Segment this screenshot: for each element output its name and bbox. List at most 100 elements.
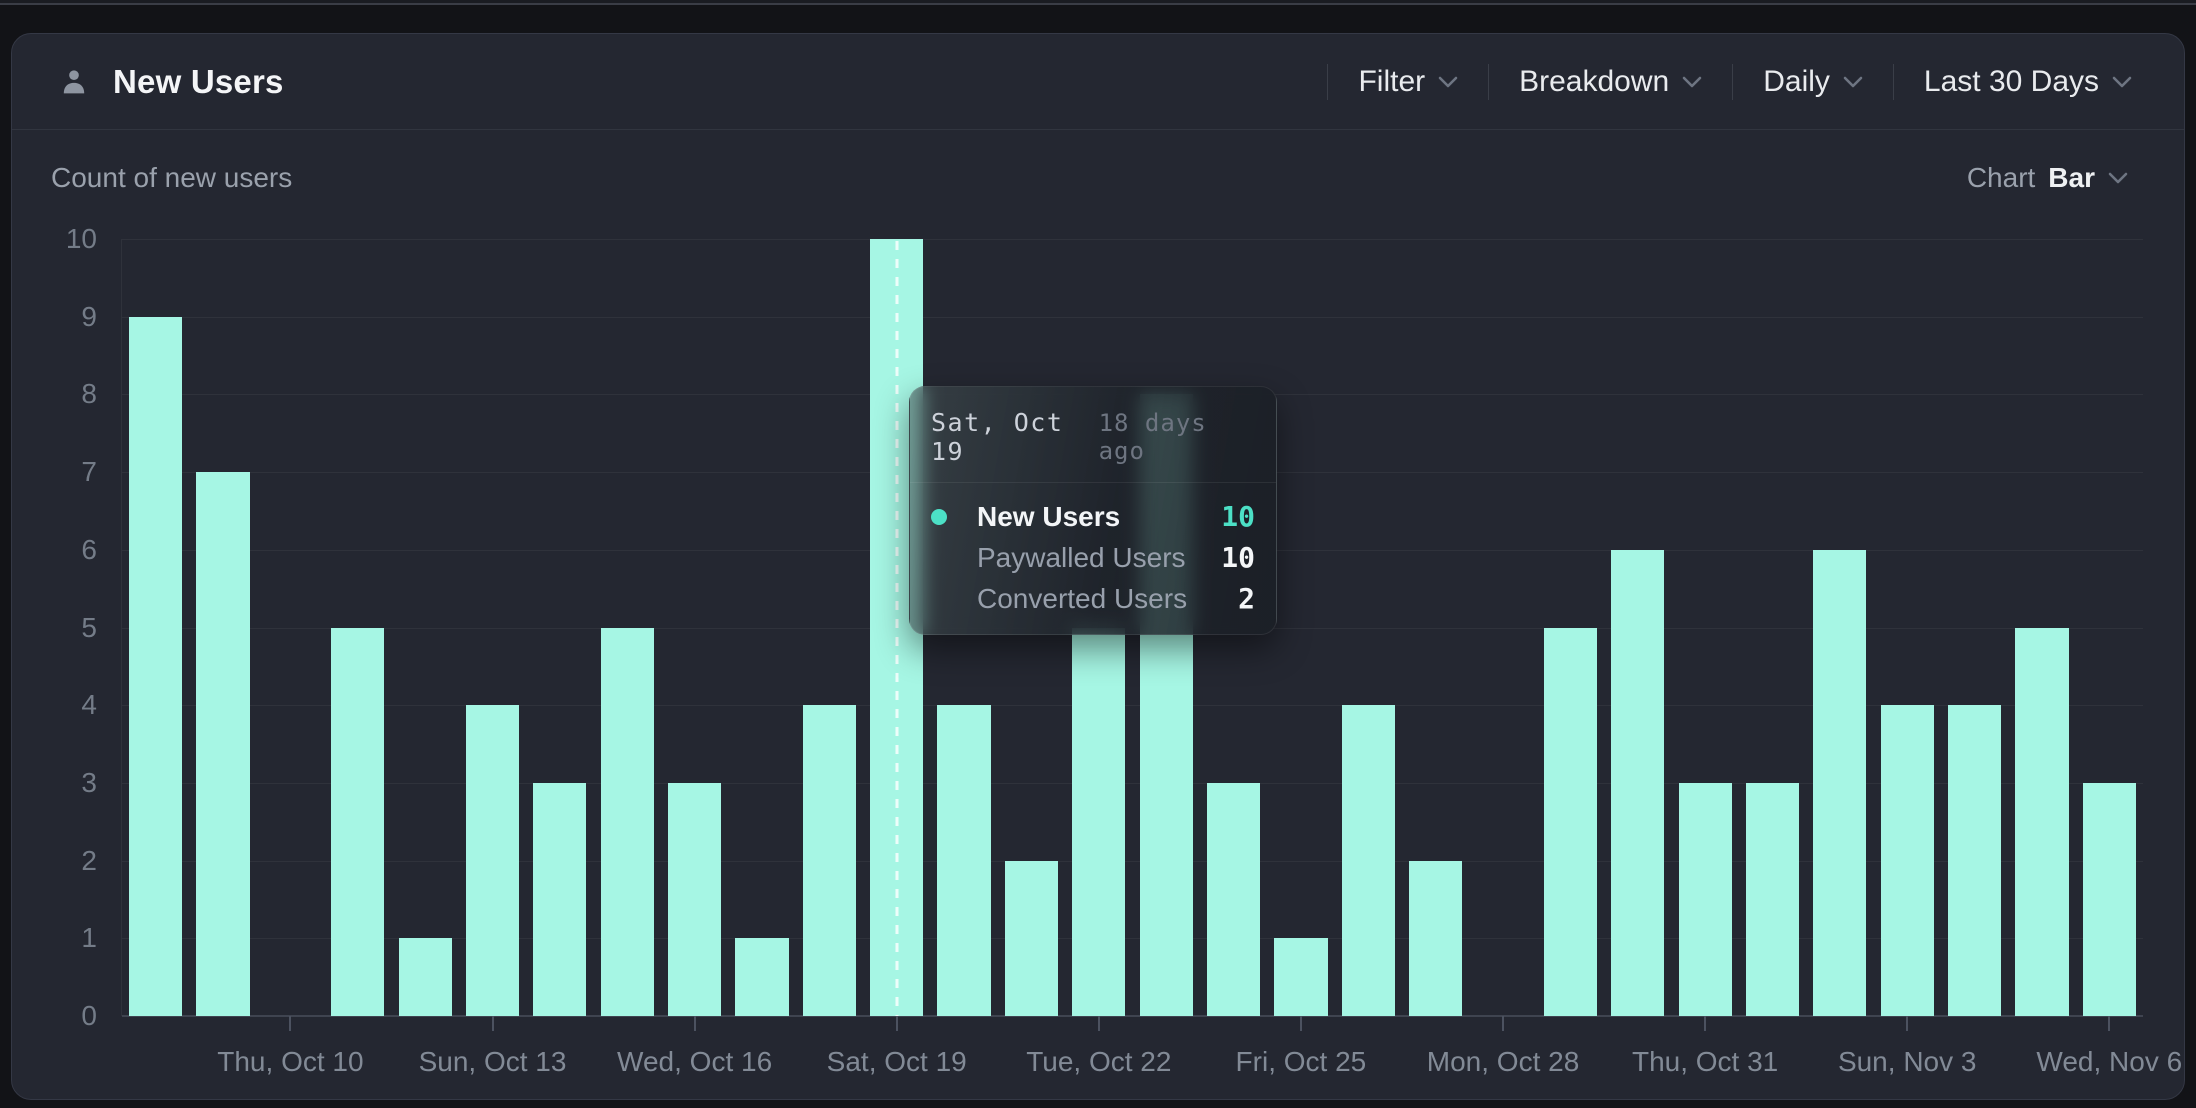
bar-oct-24[interactable] — [1206, 782, 1261, 1016]
y-axis-label: 3 — [81, 766, 97, 798]
hover-tooltip: Sat, Oct 19 18 days ago New Users 10 Pay… — [909, 386, 1277, 635]
bar-oct-26[interactable] — [1341, 705, 1395, 1016]
bar-oct-13[interactable] — [465, 705, 520, 1016]
x-axis-label: Sun, Nov 3 — [1837, 1046, 1977, 1077]
bar-oct-20[interactable] — [937, 705, 991, 1016]
bar-oct-21[interactable] — [1004, 860, 1059, 1016]
y-axis-label: 4 — [81, 689, 97, 721]
tooltip-row-label: Converted Users — [977, 582, 1188, 614]
filter-dropdown[interactable]: Filter — [1358, 65, 1458, 99]
bar-oct-15[interactable] — [600, 627, 654, 1016]
control-divider — [1732, 63, 1734, 100]
chevron-down-icon — [1682, 76, 1702, 87]
gridline — [122, 239, 2143, 240]
series-dot-spacer — [931, 591, 947, 607]
tooltip-header: Sat, Oct 19 18 days ago — [910, 387, 1276, 483]
tooltip-row-value: 10 — [1221, 500, 1255, 533]
x-axis-tick — [491, 1016, 494, 1031]
y-axis-label: 6 — [81, 533, 97, 565]
chart-type-value: Bar — [2048, 162, 2095, 193]
new-users-widget-card: New Users Filter Breakdown Daily Last 30… — [11, 33, 2185, 1100]
tooltip-row-new-users: New Users 10 — [931, 496, 1255, 537]
header-controls: Filter Breakdown Daily Last 30 Days — [1297, 63, 2132, 100]
bar-oct-16[interactable] — [668, 782, 722, 1016]
window-top-strip — [0, 0, 2196, 3]
x-axis-label: Fri, Oct 25 — [1235, 1046, 1367, 1077]
tooltip-rows: New Users 10 Paywalled Users 10 Converte… — [910, 483, 1276, 634]
x-axis-tick — [1906, 1016, 1909, 1031]
bar-oct-25[interactable] — [1274, 938, 1328, 1016]
x-axis-tick — [1502, 1016, 1505, 1031]
chevron-down-icon — [1438, 76, 1458, 87]
chevron-down-icon — [1843, 76, 1863, 87]
tooltip-row-converted-users: Converted Users 2 — [931, 578, 1255, 619]
gridline — [122, 316, 2143, 318]
tooltip-row-value: 2 — [1238, 582, 1255, 615]
date-range-dropdown[interactable]: Last 30 Days — [1924, 65, 2132, 99]
tooltip-row-paywalled-users: Paywalled Users 10 — [931, 537, 1255, 578]
x-axis-tick — [895, 1016, 898, 1031]
bar-oct-29[interactable] — [1543, 627, 1597, 1016]
gridline — [122, 705, 2143, 707]
bar-oct-11[interactable] — [331, 627, 385, 1016]
bar-oct-27[interactable] — [1409, 860, 1463, 1016]
granularity-dropdown[interactable]: Daily — [1763, 65, 1863, 99]
x-axis-label: Thu, Oct 10 — [217, 1046, 364, 1077]
x-axis-label: Wed, Oct 16 — [617, 1046, 773, 1077]
chart-type-label: Chart — [1966, 162, 2036, 193]
breakdown-dropdown[interactable]: Breakdown — [1519, 65, 1702, 99]
gridline — [122, 938, 2143, 940]
x-axis-tick — [2108, 1016, 2111, 1031]
gridline — [122, 860, 2143, 862]
bar-nov-4[interactable] — [1947, 705, 2002, 1016]
bar-oct-14[interactable] — [533, 782, 587, 1016]
y-axis-label: 2 — [81, 844, 97, 876]
bar-oct-8[interactable] — [129, 316, 183, 1016]
breakdown-dropdown-label: Breakdown — [1519, 64, 1670, 98]
bar-oct-18[interactable] — [802, 705, 856, 1016]
bar-oct-31[interactable] — [1678, 782, 1732, 1016]
bar-nov-6[interactable] — [2082, 782, 2136, 1016]
bar-nov-1[interactable] — [1745, 782, 1800, 1016]
date-range-dropdown-label: Last 30 Days — [1923, 64, 2099, 98]
series-dot-icon — [931, 508, 947, 525]
window-top-divider — [0, 3, 2196, 5]
bar-oct-22[interactable] — [1072, 627, 1126, 1016]
x-axis-tick — [1299, 1016, 1302, 1031]
bar-nov-3[interactable] — [1880, 705, 1934, 1016]
bar-oct-12[interactable] — [398, 938, 452, 1016]
y-axis-label: 5 — [81, 611, 97, 643]
chart-region: 0 1 2 3 4 5 6 7 8 9 10 Thu, Oct 10 Sun, Oct 13 Wed, O… — [12, 212, 2184, 1099]
chart-header-row: Count of new users Chart Bar — [12, 130, 2184, 212]
control-divider — [1488, 63, 1490, 100]
control-divider — [1892, 63, 1894, 100]
y-axis-label: 0 — [81, 1000, 97, 1031]
chart-subtitle: Count of new users — [51, 162, 293, 193]
bar-oct-30[interactable] — [1611, 549, 1665, 1016]
widget-title: New Users — [113, 62, 284, 100]
chart-type-dropdown[interactable]: Chart Bar — [1967, 162, 2128, 194]
tooltip-row-label: New Users — [977, 500, 1121, 532]
x-axis-label: Thu, Oct 31 — [1631, 1046, 1779, 1077]
control-divider — [1327, 63, 1329, 100]
filter-dropdown-label: Filter — [1358, 64, 1426, 98]
plot-area[interactable]: 0 1 2 3 4 5 6 7 8 9 10 Thu, Oct 10 Sun, Oct 13 Wed, O… — [66, 225, 2182, 1078]
x-axis-tick — [289, 1016, 292, 1031]
bar-nov-5[interactable] — [2015, 627, 2069, 1016]
x-axis-tick — [1097, 1016, 1100, 1031]
x-axis-label: Sat, Oct 19 — [826, 1046, 967, 1077]
tooltip-date: Sat, Oct 19 — [931, 408, 1064, 466]
chevron-down-icon — [2108, 172, 2128, 184]
tooltip-row-label: Paywalled Users — [977, 541, 1186, 573]
bar-oct-17[interactable] — [735, 938, 789, 1016]
widget-header: New Users Filter Breakdown Daily Last 30… — [12, 34, 2184, 130]
bar-oct-9[interactable] — [196, 472, 250, 1016]
bar-nov-2[interactable] — [1813, 549, 1867, 1016]
x-axis-line — [122, 1015, 2143, 1017]
y-axis-label: 10 — [65, 223, 97, 254]
granularity-dropdown-label: Daily — [1763, 64, 1830, 98]
x-axis-label: Wed, Nov 6 — [2036, 1046, 2183, 1077]
person-icon — [63, 69, 85, 93]
y-axis-label: 9 — [81, 300, 97, 332]
x-axis-label: Tue, Oct 22 — [1026, 1046, 1172, 1077]
